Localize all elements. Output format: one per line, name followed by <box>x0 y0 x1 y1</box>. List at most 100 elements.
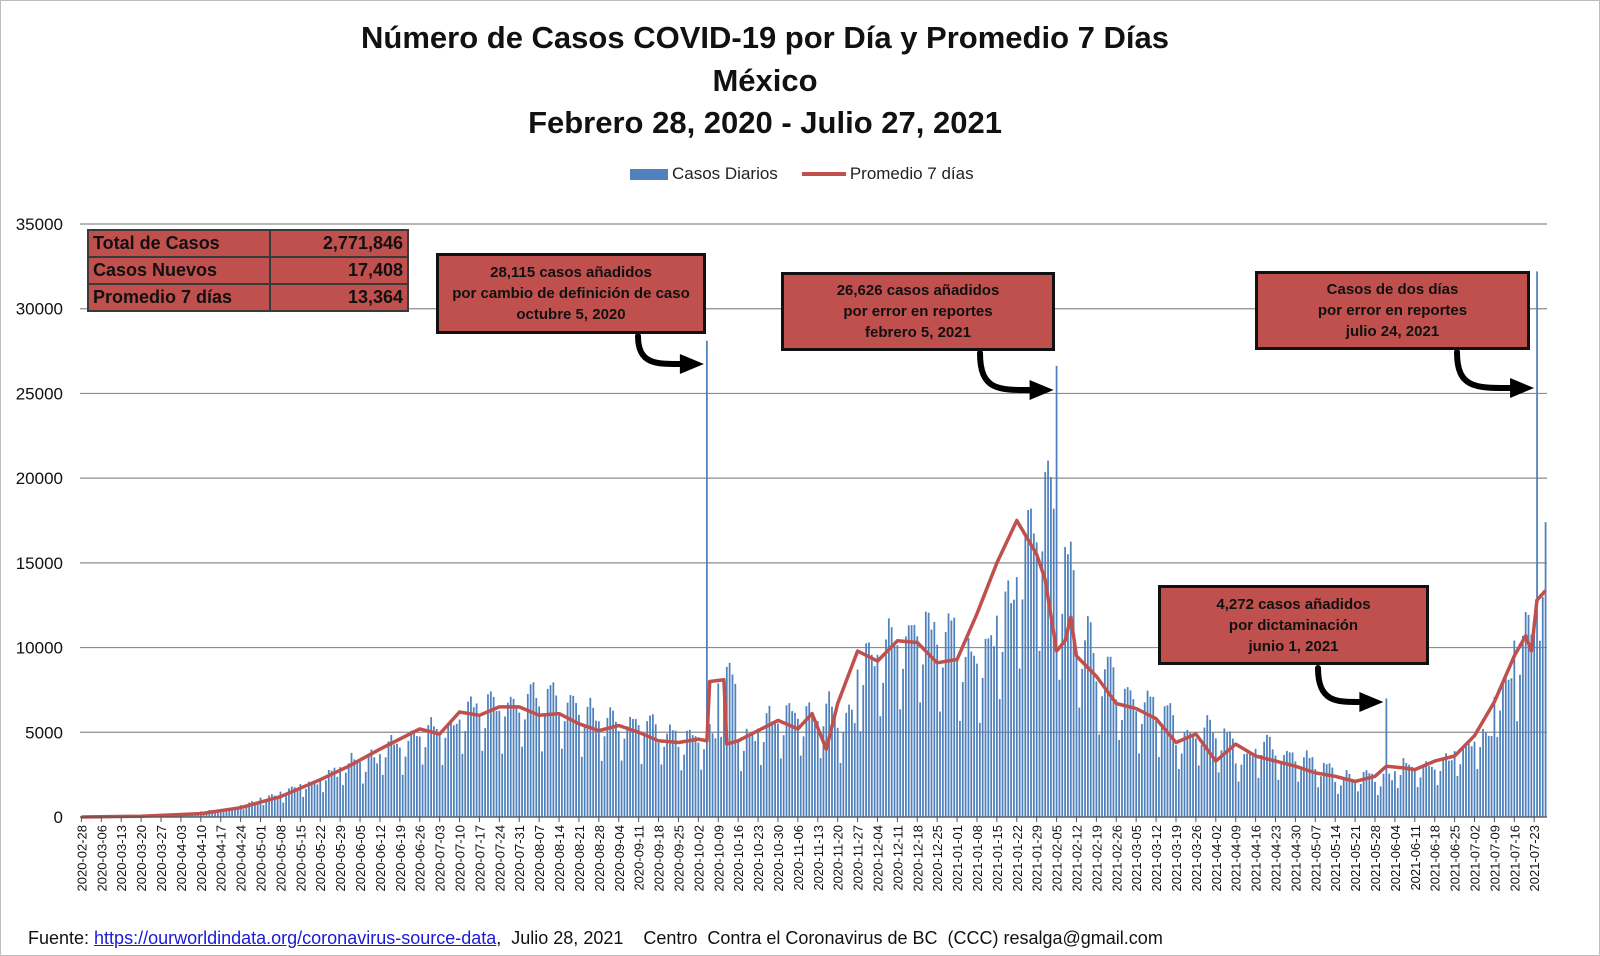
bar <box>1448 760 1450 817</box>
bar <box>1200 744 1203 817</box>
bar <box>1465 742 1467 817</box>
bar <box>413 730 415 817</box>
bar <box>998 699 1001 817</box>
bar <box>521 746 523 817</box>
bar <box>805 706 808 817</box>
bar <box>225 810 228 817</box>
bar <box>933 621 936 817</box>
bar <box>379 754 381 817</box>
bar <box>1169 703 1172 817</box>
bar <box>873 666 876 817</box>
bar <box>964 656 967 817</box>
bar <box>924 611 927 817</box>
bar <box>1030 508 1032 817</box>
bar <box>279 791 282 817</box>
bar <box>870 654 873 817</box>
bar <box>1035 542 1038 817</box>
x-tick-label: 2020-07-10 <box>453 825 468 892</box>
source-link[interactable]: https://ourworldindata.org/coronavirus-s… <box>94 928 497 948</box>
bar <box>1337 793 1339 817</box>
bar <box>1106 656 1109 817</box>
y-tick-label: 35000 <box>16 215 63 234</box>
legend-line-swatch <box>801 172 846 176</box>
bar <box>1544 522 1547 817</box>
bar <box>242 809 245 817</box>
bar <box>561 748 563 817</box>
bar <box>1129 690 1132 817</box>
bar <box>865 643 867 817</box>
bar <box>816 721 819 817</box>
bar <box>347 763 350 817</box>
x-tick-label: 2021-01-29 <box>1030 825 1045 892</box>
bar <box>361 783 364 817</box>
bar <box>251 801 253 817</box>
bar <box>1249 751 1251 817</box>
bar <box>1539 640 1541 817</box>
bar <box>1004 591 1007 817</box>
x-tick-label: 2020-05-29 <box>333 825 348 892</box>
bar <box>424 747 427 817</box>
stats-table: Total de Casos 2,771,846 Casos Nuevos 17,4… <box>87 229 409 312</box>
bar <box>396 743 398 817</box>
bar <box>1300 769 1302 817</box>
legend-bars-label: Casos Diarios <box>672 164 778 183</box>
bar <box>1226 732 1229 817</box>
stats-value: 13,364 <box>269 283 409 312</box>
x-tick-label: 2020-07-24 <box>492 825 507 892</box>
bar <box>427 725 430 817</box>
bar <box>563 721 566 817</box>
arrow-head <box>1510 378 1535 398</box>
bar <box>543 713 546 817</box>
x-tick-label: 2020-04-17 <box>214 825 229 892</box>
x-tick-label: 2020-04-10 <box>194 825 209 892</box>
bar <box>282 802 285 817</box>
bar <box>1521 635 1524 817</box>
bar <box>1081 668 1084 817</box>
bar <box>1067 554 1069 817</box>
bar <box>359 762 361 817</box>
x-tick-label: 2021-03-05 <box>1129 825 1144 892</box>
bar <box>976 663 978 817</box>
bar <box>535 698 538 817</box>
bar <box>1069 541 1072 817</box>
bar <box>788 703 791 817</box>
bar <box>1223 728 1226 817</box>
bar <box>1413 769 1416 817</box>
bar <box>1408 764 1410 817</box>
bar <box>939 711 941 817</box>
bar <box>236 809 239 817</box>
bar <box>336 776 339 817</box>
bar <box>1089 622 1092 817</box>
bar <box>1436 785 1439 817</box>
bar <box>936 644 939 817</box>
bar <box>762 742 765 817</box>
x-tick-label: 2021-06-04 <box>1388 825 1403 892</box>
bar <box>1254 748 1257 817</box>
bar <box>674 730 677 817</box>
bar <box>569 695 572 817</box>
annotation-line: por error en reportes <box>1317 302 1468 319</box>
bar <box>893 645 896 817</box>
x-tick-label: 2020-09-25 <box>671 825 686 892</box>
bar <box>1064 547 1066 817</box>
annotation-line: 26,626 casos añadidos <box>836 282 1000 299</box>
x-tick-label: 2021-05-21 <box>1348 825 1363 892</box>
bar <box>1533 630 1536 817</box>
bar <box>342 785 344 817</box>
bar <box>1058 679 1061 817</box>
bar <box>472 707 475 817</box>
bar <box>1044 472 1047 817</box>
stats-row: Promedio 7 días 13,364 <box>87 283 409 312</box>
bar <box>1104 669 1106 817</box>
x-tick-label: 2020-05-01 <box>254 825 269 892</box>
bar <box>1456 775 1459 817</box>
x-tick-label: 2021-04-02 <box>1209 825 1224 892</box>
x-tick-label: 2020-09-11 <box>632 825 647 891</box>
bar <box>1243 754 1246 817</box>
bar <box>202 813 205 817</box>
bar <box>1052 508 1055 817</box>
stats-label: Total de Casos <box>87 229 271 258</box>
bar <box>671 730 674 817</box>
bar <box>1510 678 1513 817</box>
x-tick-label: 2020-09-04 <box>612 825 627 892</box>
